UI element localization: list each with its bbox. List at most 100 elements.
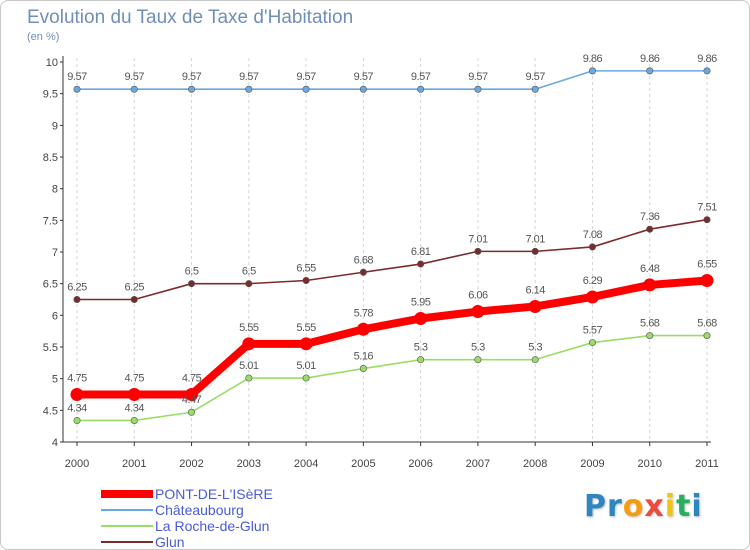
- y-tick-label: 7.5: [43, 215, 58, 227]
- data-label: 4.34: [125, 402, 145, 414]
- data-point: [588, 339, 596, 347]
- y-tick-label: 6.5: [43, 279, 58, 291]
- data-point: [588, 243, 596, 251]
- x-tick-label: 2003: [237, 458, 261, 470]
- data-label: 9.57: [525, 71, 545, 83]
- data-point: [185, 388, 199, 401]
- data-point: [188, 408, 196, 416]
- data-label: 6.68: [354, 254, 374, 266]
- data-point: [73, 85, 81, 93]
- series-line: [77, 334, 707, 422]
- x-tick-label: 2002: [179, 458, 203, 470]
- data-point: [245, 280, 253, 288]
- legend-item: Châteaubourg: [101, 503, 244, 517]
- data-label: 9.57: [182, 71, 202, 83]
- data-label: 9.86: [583, 53, 603, 65]
- data-point: [588, 67, 596, 75]
- x-tick-label: 2004: [294, 458, 318, 470]
- data-label: 9.57: [239, 71, 259, 83]
- data-point: [417, 85, 425, 93]
- data-label: 5.3: [471, 342, 485, 354]
- data-point: [73, 295, 81, 303]
- data-label: 6.29: [583, 275, 603, 287]
- data-label: 5.55: [296, 322, 316, 334]
- legend-label: PONT-DE-L'ISèRE: [155, 486, 273, 502]
- data-point: [73, 416, 81, 424]
- data-point: [70, 388, 84, 401]
- data-point: [474, 356, 482, 364]
- data-label: 5.3: [414, 342, 428, 354]
- data-point: [127, 388, 141, 401]
- data-label: 9.57: [67, 71, 87, 83]
- data-label: 6.25: [67, 282, 87, 294]
- data-point: [585, 290, 599, 304]
- y-tick-label: 5: [52, 374, 58, 386]
- data-label: 6.5: [185, 266, 199, 278]
- data-label: 5.16: [354, 351, 374, 363]
- y-tick-label: 9: [52, 120, 58, 132]
- data-label: 4.75: [182, 373, 202, 385]
- data-point: [531, 85, 539, 93]
- x-tick-label: 2000: [65, 458, 89, 470]
- legend-label: La Roche-de-Glun: [155, 518, 270, 534]
- grid: [76, 58, 708, 442]
- x-tick-label: 2006: [408, 458, 432, 470]
- data-label: 6.48: [640, 263, 660, 275]
- data-label: 5.55: [239, 322, 259, 334]
- data-point: [417, 260, 425, 268]
- data-label: 4.34: [67, 402, 87, 414]
- logo-letter: P: [584, 489, 607, 524]
- data-label: 6.25: [125, 282, 145, 294]
- data-point: [188, 85, 196, 93]
- data-label: 9.57: [354, 71, 374, 83]
- data-label: 5.3: [528, 342, 542, 354]
- data-label: 6.5: [242, 266, 256, 278]
- data-point: [130, 416, 138, 424]
- data-label: 9.57: [125, 71, 145, 83]
- proxiti-logo: Proxiti: [584, 489, 703, 524]
- data-label: 9.57: [411, 71, 431, 83]
- data-point: [703, 67, 711, 75]
- data-label: 5.01: [239, 360, 259, 372]
- series-line: [77, 70, 707, 91]
- series-layer: [70, 67, 714, 424]
- legend-swatch: [101, 541, 153, 543]
- data-label: 9.86: [640, 53, 660, 65]
- axes: 4 4.5 5 5.5 6 6.5 7 7.5 8 8.5 9 9.5 10 2000 2001 2002 20…: [43, 56, 719, 470]
- logo-letter: x: [644, 489, 665, 524]
- data-label: 7.01: [468, 233, 488, 245]
- x-tick-label: 2011: [695, 458, 719, 470]
- data-point: [646, 332, 654, 340]
- data-point: [245, 85, 253, 93]
- data-label: 6.55: [697, 259, 717, 271]
- data-point: [302, 374, 310, 382]
- series-line: [77, 218, 708, 301]
- logo-letter: o: [622, 489, 645, 524]
- data-label: 6.14: [525, 284, 545, 296]
- legend-item: Glun: [101, 535, 185, 549]
- y-tick-label: 10: [46, 57, 58, 69]
- data-label: 9.86: [697, 53, 717, 65]
- x-tick-label: 2001: [122, 458, 146, 470]
- data-label: 5.57: [583, 325, 603, 337]
- data-label: 5.78: [354, 307, 374, 319]
- data-point: [302, 276, 310, 284]
- data-label: 5.95: [411, 297, 431, 309]
- data-point: [703, 332, 711, 340]
- y-tick-label: 4: [52, 437, 58, 449]
- x-tick-label: 2007: [466, 458, 490, 470]
- y-tick-label: 5.5: [43, 342, 58, 354]
- data-label: 5.68: [640, 318, 660, 330]
- logo-letter: i: [691, 489, 703, 524]
- data-point: [474, 247, 482, 255]
- data-label: 7.08: [583, 229, 603, 241]
- data-point: [474, 85, 482, 93]
- data-point: [646, 225, 654, 233]
- data-point: [471, 305, 485, 319]
- x-tick-label: 2010: [637, 458, 661, 470]
- data-point: [414, 312, 428, 325]
- legend-item: La Roche-de-Glun: [101, 519, 269, 533]
- data-label: 4.47: [182, 394, 202, 406]
- y-tick-label: 8.5: [43, 152, 58, 164]
